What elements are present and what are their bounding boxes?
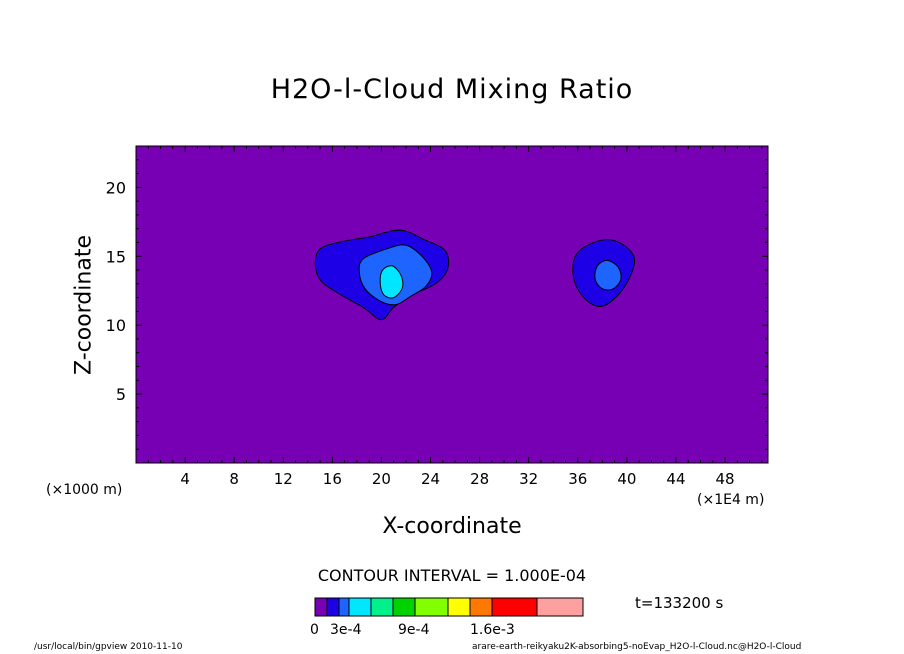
- x-tick-label-16: 16: [323, 470, 342, 488]
- legend-swatch-3: [348, 597, 372, 617]
- footer-right: arare-earth-reikyaku2K-absorbing5-noEvap…: [472, 642, 802, 652]
- legend-label-3: 1.6e-3: [470, 622, 515, 638]
- contour-interval: CONTOUR INTERVAL = 1.000E-04: [317, 566, 587, 585]
- legend-swatch-2: [338, 597, 350, 617]
- x-unit-right: (×1E4 m): [697, 492, 765, 508]
- legend-swatch-8: [469, 597, 493, 617]
- x-tick-label-32: 32: [519, 470, 538, 488]
- x-tick-label-12: 12: [274, 470, 293, 488]
- y-tick-label-5: 5: [116, 385, 126, 404]
- x-tick-label-36: 36: [568, 470, 587, 488]
- x-axis-label: X-coordinate: [382, 514, 522, 539]
- chart-title: H2O-l-Cloud Mixing Ratio: [270, 74, 634, 105]
- y-axis-label: Z-coordinate: [71, 235, 97, 375]
- legend-label-0: 0: [310, 622, 319, 638]
- legend-swatch-0: [314, 597, 328, 617]
- x-tick-label-4: 4: [180, 470, 190, 488]
- x-tick-label-44: 44: [666, 470, 685, 488]
- x-tick-label-28: 28: [470, 470, 489, 488]
- legend-swatch-4: [370, 597, 394, 617]
- x-tick-label-20: 20: [372, 470, 391, 488]
- contour-region-2: [379, 265, 404, 299]
- y-tick-label-15: 15: [106, 247, 126, 266]
- legend-swatch-6: [414, 597, 449, 617]
- legend-swatch-9: [491, 597, 538, 617]
- legend-label-2: 9e-4: [398, 622, 430, 638]
- y-tick-label-20: 20: [106, 178, 126, 197]
- footer-left: /usr/local/bin/gpview 2010-11-10: [34, 642, 183, 652]
- legend-label-1: 3e-4: [330, 622, 362, 638]
- x-tick-label-24: 24: [421, 470, 440, 488]
- x-tick-label-48: 48: [716, 470, 735, 488]
- x-tick-label-8: 8: [229, 470, 239, 488]
- plot-background: [136, 146, 768, 463]
- legend-swatch-10: [536, 597, 584, 617]
- x-unit-left: (×1000 m): [46, 482, 123, 498]
- y-tick-label-10: 10: [106, 316, 126, 335]
- contour-region-4: [594, 259, 622, 291]
- plot-frame: [135, 145, 769, 464]
- time-label: t=133200 s: [635, 594, 724, 612]
- legend-swatch-5: [392, 597, 416, 617]
- legend-swatch-1: [326, 597, 340, 617]
- x-tick-label-40: 40: [617, 470, 636, 488]
- legend-swatch-7: [447, 597, 471, 617]
